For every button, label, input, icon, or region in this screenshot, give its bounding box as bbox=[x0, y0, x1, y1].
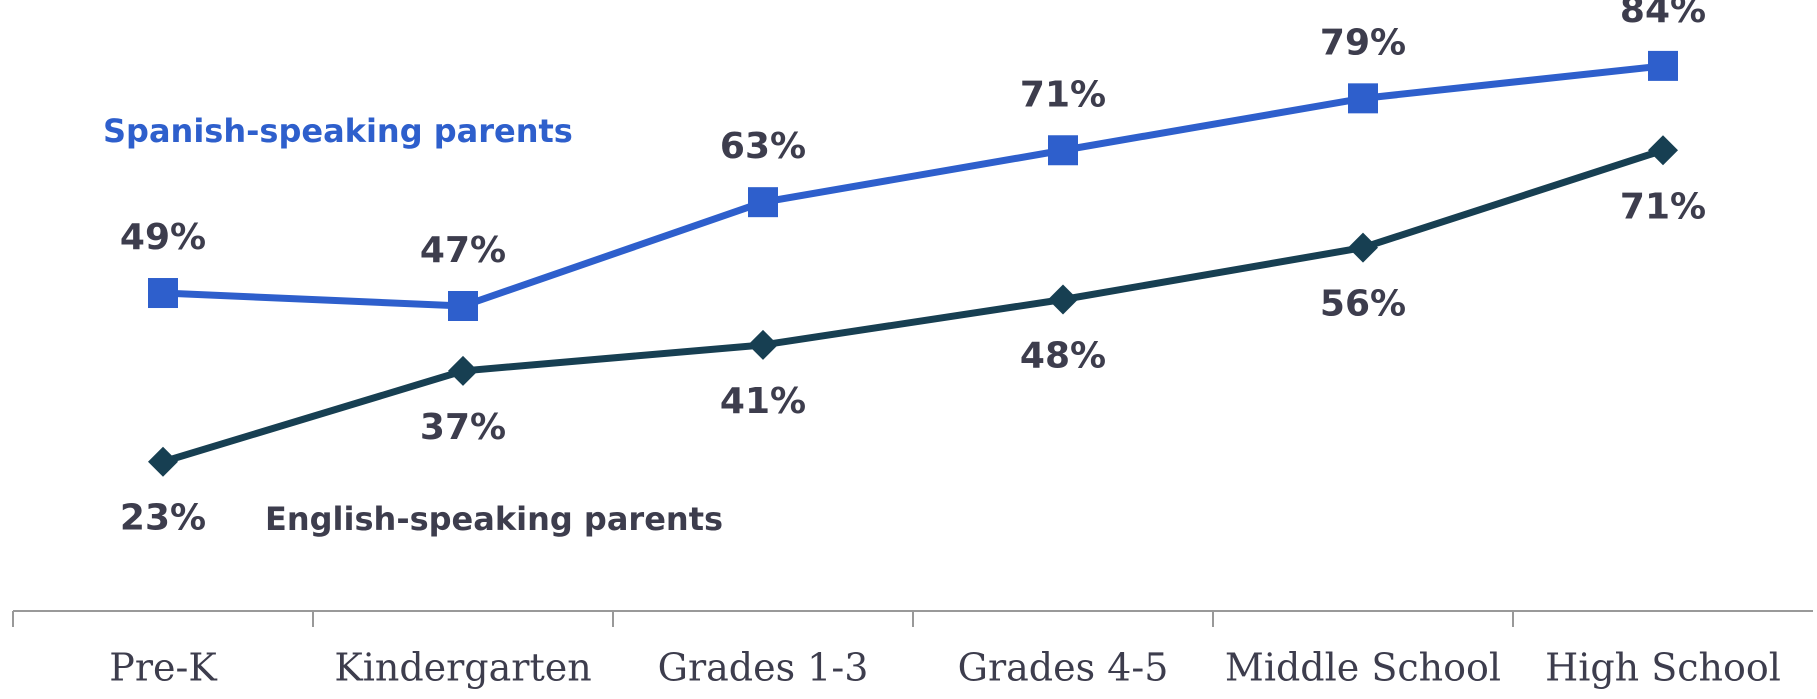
marker bbox=[148, 278, 178, 309]
marker bbox=[1048, 135, 1078, 166]
data-label: 84% bbox=[1620, 0, 1706, 31]
data-label: 79% bbox=[1320, 22, 1406, 63]
series-label: Spanish-speaking parents bbox=[103, 112, 573, 150]
x-tick-label: Kindergarten bbox=[334, 646, 591, 690]
x-tick-label: High School bbox=[1545, 646, 1781, 690]
marker bbox=[1648, 50, 1678, 81]
series-line bbox=[161, 146, 1665, 466]
data-label: 37% bbox=[420, 407, 506, 448]
marker bbox=[148, 446, 178, 477]
marker bbox=[448, 291, 478, 321]
x-tick-label: Middle School bbox=[1225, 646, 1501, 690]
marker bbox=[1048, 284, 1078, 315]
series-label: English-speaking parents bbox=[265, 500, 723, 538]
marker bbox=[448, 355, 478, 386]
data-label: 49% bbox=[120, 217, 206, 258]
marker bbox=[1348, 232, 1378, 263]
x-tick-label: Pre-K bbox=[109, 646, 217, 690]
marker bbox=[748, 329, 778, 360]
data-label: 41% bbox=[720, 381, 806, 422]
data-label: 56% bbox=[1320, 284, 1406, 325]
data-label: 23% bbox=[120, 498, 206, 539]
data-label: 71% bbox=[1020, 74, 1106, 115]
data-label: 48% bbox=[1020, 336, 1106, 377]
x-tick-label: Grades 4-5 bbox=[958, 646, 1169, 690]
series-line bbox=[162, 62, 1664, 310]
x-tick-label: Grades 1-3 bbox=[658, 646, 869, 690]
marker bbox=[748, 187, 778, 218]
marker bbox=[1348, 83, 1378, 114]
data-label: 63% bbox=[720, 126, 806, 167]
data-label: 47% bbox=[420, 230, 506, 271]
marker bbox=[1648, 135, 1678, 166]
data-label: 71% bbox=[1620, 186, 1706, 227]
